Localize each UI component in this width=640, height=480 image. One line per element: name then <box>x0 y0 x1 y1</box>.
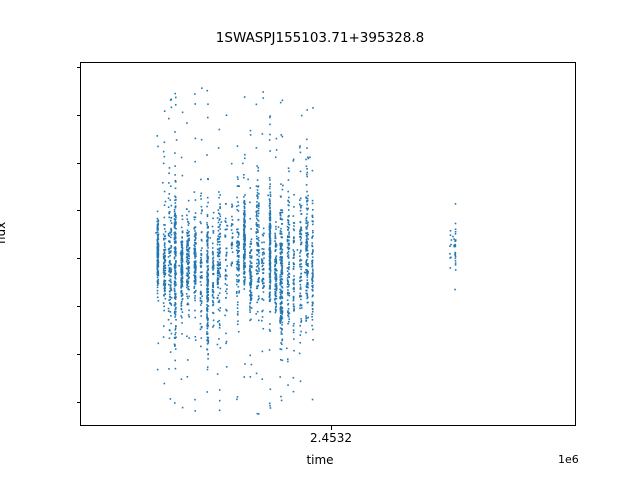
y-tick-mark <box>76 210 80 212</box>
x-axis-offset-label: 1e6 <box>558 453 579 466</box>
x-axis-label: time <box>306 453 334 467</box>
y-tick-mark <box>76 306 80 308</box>
plot-area <box>80 62 576 426</box>
y-tick-mark <box>76 402 80 404</box>
y-tick-mark <box>76 354 80 356</box>
scatter-points-layer <box>155 87 457 415</box>
y-axis-label: flux <box>0 221 8 244</box>
y-tick-mark <box>76 258 80 260</box>
y-tick-mark <box>76 114 80 116</box>
x-tick-label: 2.4532 <box>310 431 353 445</box>
y-tick-mark <box>76 66 80 68</box>
page-title: 1SWASPJ155103.71+395328.8 <box>215 30 425 46</box>
x-tick-mark <box>331 426 333 430</box>
y-tick-mark <box>76 162 80 164</box>
